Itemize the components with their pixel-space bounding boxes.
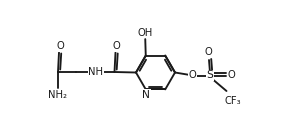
Text: N: N xyxy=(142,90,150,100)
Text: NH: NH xyxy=(89,67,103,77)
Text: OH: OH xyxy=(138,28,153,38)
Text: O: O xyxy=(228,71,235,80)
Text: S: S xyxy=(207,71,214,80)
Text: CF₃: CF₃ xyxy=(224,95,241,105)
Text: O: O xyxy=(204,47,212,57)
Text: NH₂: NH₂ xyxy=(49,90,67,99)
Text: O: O xyxy=(189,71,196,80)
Text: O: O xyxy=(56,41,64,51)
Text: O: O xyxy=(113,41,120,51)
